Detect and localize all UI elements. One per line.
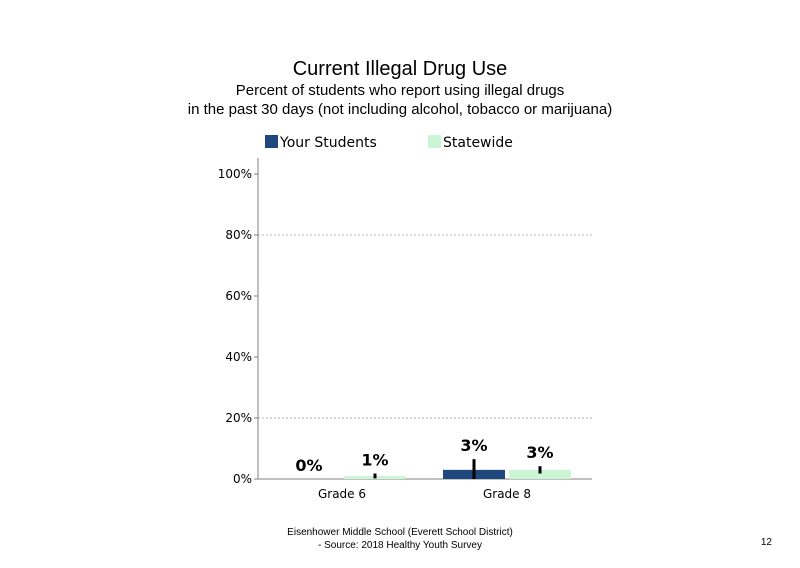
y-tick-label: 80% [225, 228, 252, 242]
legend-swatch [428, 135, 441, 148]
footer-survey: - Source: 2018 Healthy Youth Survey [318, 540, 482, 551]
legend-label: Statewide [443, 135, 513, 151]
legend-label: Your Students [279, 135, 377, 151]
bars [344, 459, 571, 479]
legend: Your Students Statewide [265, 135, 513, 151]
data-label: 3% [460, 436, 487, 455]
chart-subtitle-line-2: in the past 30 days (not including alcoh… [187, 101, 613, 118]
data-label: 1% [361, 451, 388, 470]
y-tick-label: 40% [225, 350, 252, 364]
data-label: 0% [295, 456, 322, 475]
legend-swatch [265, 135, 278, 148]
x-category-label: Grade 6 [318, 487, 366, 501]
page-number: 12 [760, 537, 772, 548]
footer-school: Eisenhower Middle School (Everett School… [287, 527, 513, 538]
footer-source: Eisenhower Middle School (Everett School… [230, 526, 570, 552]
y-axis-ticks: 0% 20% 40% 60% 80% 100% [218, 167, 258, 486]
y-tick-label: 20% [225, 411, 252, 425]
y-tick-label: 60% [225, 289, 252, 303]
x-category-label: Grade 8 [483, 487, 531, 501]
data-labels: 0% 1% 3% 3% [295, 436, 553, 475]
chart-title: Current Illegal Drug Use [292, 58, 508, 80]
gridlines [258, 234, 592, 419]
y-tick-label: 100% [218, 167, 252, 181]
y-tick-label: 0% [233, 472, 252, 486]
chart-subtitle-line-1: Percent of students who report using ill… [235, 82, 565, 99]
bar-statewide-grade-8 [509, 469, 571, 479]
data-label: 3% [526, 443, 553, 462]
x-axis-categories: Grade 6 Grade 8 [318, 487, 531, 501]
